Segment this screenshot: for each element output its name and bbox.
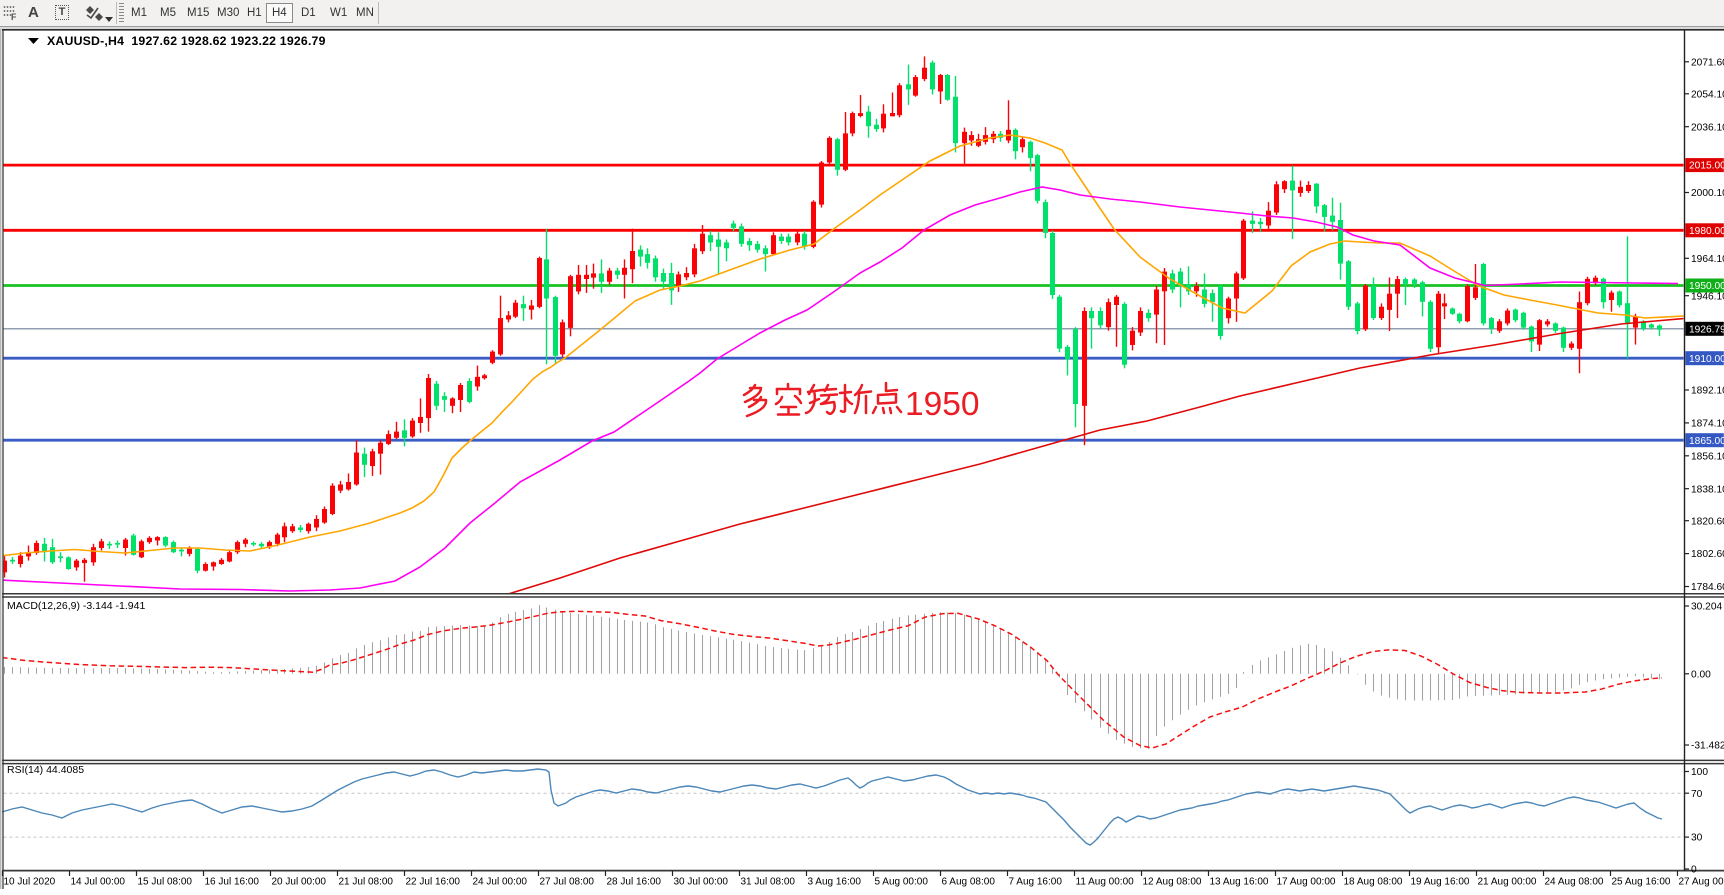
svg-text:31 Jul 08:00: 31 Jul 08:00 bbox=[741, 877, 796, 888]
svg-text:30 Jul 00:00: 30 Jul 00:00 bbox=[674, 877, 729, 888]
svg-text:1892.10: 1892.10 bbox=[1691, 386, 1724, 397]
svg-text:2015.00: 2015.00 bbox=[1689, 161, 1724, 172]
svg-text:21 Aug 00:00: 21 Aug 00:00 bbox=[1478, 877, 1537, 888]
svg-text:25 Aug 16:00: 25 Aug 16:00 bbox=[1612, 877, 1671, 888]
svg-text:27 Jul 08:00: 27 Jul 08:00 bbox=[540, 877, 595, 888]
svg-text:5 Aug 00:00: 5 Aug 00:00 bbox=[875, 877, 929, 888]
svg-text:1838.10: 1838.10 bbox=[1691, 484, 1724, 495]
svg-text:XAUUSD-,H4 1927.62 1928.62 19: XAUUSD-,H4 1927.62 1928.62 1923.22 1926.… bbox=[47, 34, 326, 48]
svg-text:16 Jul 16:00: 16 Jul 16:00 bbox=[205, 877, 260, 888]
svg-text:1964.10: 1964.10 bbox=[1691, 254, 1724, 265]
svg-text:1926.79: 1926.79 bbox=[1689, 324, 1724, 335]
svg-text:1802.60: 1802.60 bbox=[1691, 549, 1724, 560]
svg-text:1910.00: 1910.00 bbox=[1689, 354, 1724, 365]
svg-text:1980.00: 1980.00 bbox=[1689, 226, 1724, 237]
svg-text:19 Aug 16:00: 19 Aug 16:00 bbox=[1411, 877, 1470, 888]
svg-text:12 Aug 08:00: 12 Aug 08:00 bbox=[1143, 877, 1202, 888]
svg-text:21 Jul 08:00: 21 Jul 08:00 bbox=[339, 877, 394, 888]
svg-text:0: 0 bbox=[1691, 865, 1697, 876]
svg-text:24 Jul 00:00: 24 Jul 00:00 bbox=[473, 877, 528, 888]
svg-text:F: F bbox=[11, 12, 16, 20]
svg-text:30.204: 30.204 bbox=[1691, 602, 1722, 613]
svg-text:30: 30 bbox=[1691, 833, 1703, 844]
svg-text:MACD(12,26,9) -3.144 -1.941: MACD(12,26,9) -3.144 -1.941 bbox=[7, 600, 145, 612]
svg-text:0.00: 0.00 bbox=[1691, 669, 1711, 680]
svg-text:1856.10: 1856.10 bbox=[1691, 451, 1724, 462]
svg-text:2000.10: 2000.10 bbox=[1691, 188, 1724, 199]
svg-text:22 Jul 16:00: 22 Jul 16:00 bbox=[406, 877, 461, 888]
svg-text:1950: 1950 bbox=[905, 386, 980, 423]
svg-text:11 Aug 00:00: 11 Aug 00:00 bbox=[1076, 877, 1135, 888]
svg-text:100: 100 bbox=[1691, 767, 1708, 778]
svg-text:7 Aug 16:00: 7 Aug 16:00 bbox=[1009, 877, 1063, 888]
svg-text:18 Aug 08:00: 18 Aug 08:00 bbox=[1344, 877, 1403, 888]
svg-text:1865.00: 1865.00 bbox=[1689, 436, 1724, 447]
svg-text:14 Jul 00:00: 14 Jul 00:00 bbox=[71, 877, 126, 888]
svg-text:28 Jul 16:00: 28 Jul 16:00 bbox=[607, 877, 662, 888]
svg-text:17 Aug 00:00: 17 Aug 00:00 bbox=[1277, 877, 1336, 888]
svg-text:13 Aug 16:00: 13 Aug 16:00 bbox=[1210, 877, 1269, 888]
svg-text:1946.10: 1946.10 bbox=[1691, 291, 1724, 302]
svg-text:2054.10: 2054.10 bbox=[1691, 89, 1724, 100]
svg-text:1874.10: 1874.10 bbox=[1691, 419, 1724, 430]
svg-text:2036.10: 2036.10 bbox=[1691, 122, 1724, 133]
svg-text:3 Aug 16:00: 3 Aug 16:00 bbox=[808, 877, 862, 888]
svg-text:2071.60: 2071.60 bbox=[1691, 57, 1724, 68]
svg-text:1784.60: 1784.60 bbox=[1691, 582, 1724, 593]
svg-text:27 Aug 00:00: 27 Aug 00:00 bbox=[1679, 877, 1724, 888]
svg-text:-31.482: -31.482 bbox=[1691, 741, 1724, 752]
svg-text:10 Jul 2020: 10 Jul 2020 bbox=[4, 877, 56, 888]
svg-text:70: 70 bbox=[1691, 789, 1703, 800]
svg-text:20 Jul 00:00: 20 Jul 00:00 bbox=[272, 877, 327, 888]
svg-text:1950.00: 1950.00 bbox=[1689, 281, 1724, 292]
svg-text:RSI(14) 44.4085: RSI(14) 44.4085 bbox=[7, 764, 84, 776]
svg-text:24 Aug 08:00: 24 Aug 08:00 bbox=[1545, 877, 1604, 888]
svg-text:15 Jul 08:00: 15 Jul 08:00 bbox=[138, 877, 193, 888]
svg-text:6 Aug 08:00: 6 Aug 08:00 bbox=[942, 877, 996, 888]
svg-text:1820.60: 1820.60 bbox=[1691, 516, 1724, 527]
